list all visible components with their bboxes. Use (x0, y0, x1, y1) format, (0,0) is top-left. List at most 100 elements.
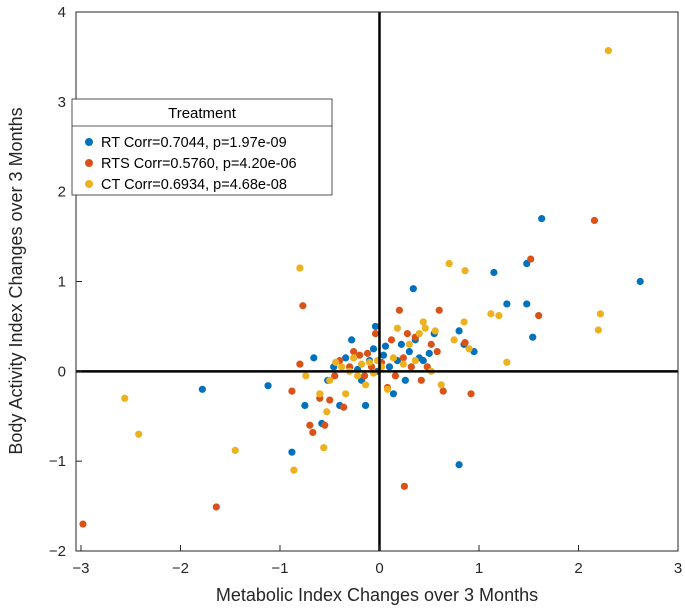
point-series1-36 (461, 338, 469, 347)
point-series0-21 (389, 390, 398, 398)
x-axis-label: Metabolic Index Changes over 3 Months (216, 585, 538, 605)
point-series2-30 (421, 324, 429, 332)
legend-label-1: RTS Corr=0.5760, p=4.20e-06 (101, 156, 297, 172)
point-series2-40 (495, 312, 503, 320)
point-series0-0 (198, 385, 206, 393)
point-series2-0 (121, 394, 129, 402)
point-series2-23 (389, 354, 398, 362)
point-series2-34 (445, 259, 453, 268)
point-series2-38 (465, 345, 473, 353)
point-series2-14 (350, 354, 358, 362)
point-series1-25 (399, 354, 407, 362)
y-tick-label-3: 1 (58, 274, 66, 291)
point-series1-9 (326, 396, 334, 404)
point-series0-41 (538, 215, 546, 223)
point-series2-9 (326, 376, 334, 384)
point-series1-16 (360, 372, 369, 380)
point-series1-3 (296, 360, 304, 368)
point-series0-32 (455, 327, 463, 335)
point-series2-33 (437, 381, 445, 389)
legend-marker-0 (85, 138, 93, 146)
legend-label-0: RT Corr=0.7044, p=1.97e-09 (101, 135, 287, 151)
point-series0-24 (401, 376, 409, 384)
point-series0-38 (523, 300, 531, 308)
point-series2-28 (415, 330, 423, 338)
point-series0-4 (310, 354, 318, 362)
point-series0-16 (371, 322, 380, 331)
x-tick-label-5: 2 (574, 560, 582, 577)
point-series2-16 (357, 360, 366, 368)
legend-box (71, 98, 333, 196)
legend-marker-1 (85, 159, 93, 167)
point-series2-5 (302, 372, 310, 380)
point-series1-23 (391, 372, 400, 380)
point-series0-23 (397, 340, 405, 348)
point-series2-2 (231, 446, 239, 454)
point-series1-37 (467, 390, 475, 398)
point-series1-35 (439, 387, 447, 395)
point-series0-26 (409, 285, 417, 293)
point-series2-12 (342, 390, 350, 398)
point-series0-25 (405, 347, 413, 356)
point-series1-8 (321, 421, 329, 429)
point-series1-15 (355, 351, 364, 359)
point-series2-43 (596, 310, 604, 318)
ticks-layer: −3 −2 −1 0 1 2 3 −2 −1 0 1 2 3 4 (49, 4, 682, 577)
point-series0-36 (490, 268, 498, 277)
point-series2-42 (594, 326, 602, 334)
point-series0-19 (381, 342, 390, 350)
x-tick-label-1: −2 (172, 560, 189, 577)
point-series2-25 (399, 360, 407, 368)
point-series2-3 (290, 466, 298, 474)
point-series1-34 (435, 306, 443, 314)
y-tick-label-0: −2 (49, 543, 66, 560)
point-series1-2 (288, 387, 296, 395)
point-series2-1 (135, 430, 143, 438)
point-series0-13 (361, 401, 370, 410)
legend-marker-2 (85, 180, 93, 188)
point-series1-26 (400, 482, 408, 490)
point-series2-7 (320, 444, 328, 452)
point-series2-32 (431, 327, 439, 335)
point-series0-15 (369, 345, 378, 353)
point-series1-22 (387, 336, 396, 344)
point-series0-42 (636, 277, 644, 286)
point-series2-22 (383, 385, 392, 393)
point-series2-15 (353, 372, 362, 380)
point-series0-40 (529, 333, 537, 341)
point-series2-27 (411, 356, 419, 365)
point-series2-10 (332, 358, 340, 366)
point-series2-36 (460, 318, 468, 326)
point-series2-24 (393, 324, 401, 332)
legend-label-2: CT Corr=0.6934, p=4.68e-08 (101, 177, 287, 193)
point-series1-4 (299, 302, 307, 310)
point-series1-28 (407, 363, 415, 371)
point-series2-4 (296, 264, 304, 272)
point-series1-1 (212, 503, 220, 511)
x-tick-label-0: −3 (72, 560, 89, 577)
y-tick-label-1: −1 (49, 453, 66, 470)
point-series2-39 (487, 310, 495, 318)
point-series0-9 (342, 354, 350, 362)
point-series1-19 (371, 330, 380, 338)
x-tick-label-4: 1 (475, 560, 483, 577)
zero-lines (76, 12, 678, 551)
point-series1-27 (403, 330, 411, 338)
plot-background (76, 12, 678, 551)
point-series1-5 (306, 421, 314, 429)
point-series2-41 (503, 358, 511, 366)
y-tick-label-4: 2 (58, 184, 66, 201)
point-series1-10 (331, 372, 339, 380)
point-series2-26 (405, 340, 413, 348)
point-series2-6 (316, 390, 324, 398)
point-series1-32 (427, 340, 435, 348)
point-series2-44 (604, 47, 612, 55)
point-series0-1 (264, 382, 272, 390)
legend-title: Treatment (168, 105, 237, 122)
point-series0-10 (348, 336, 356, 344)
point-series2-18 (365, 358, 374, 366)
point-series2-35 (450, 336, 458, 344)
point-series1-33 (433, 347, 441, 356)
x-tick-label-3: 0 (375, 560, 383, 577)
